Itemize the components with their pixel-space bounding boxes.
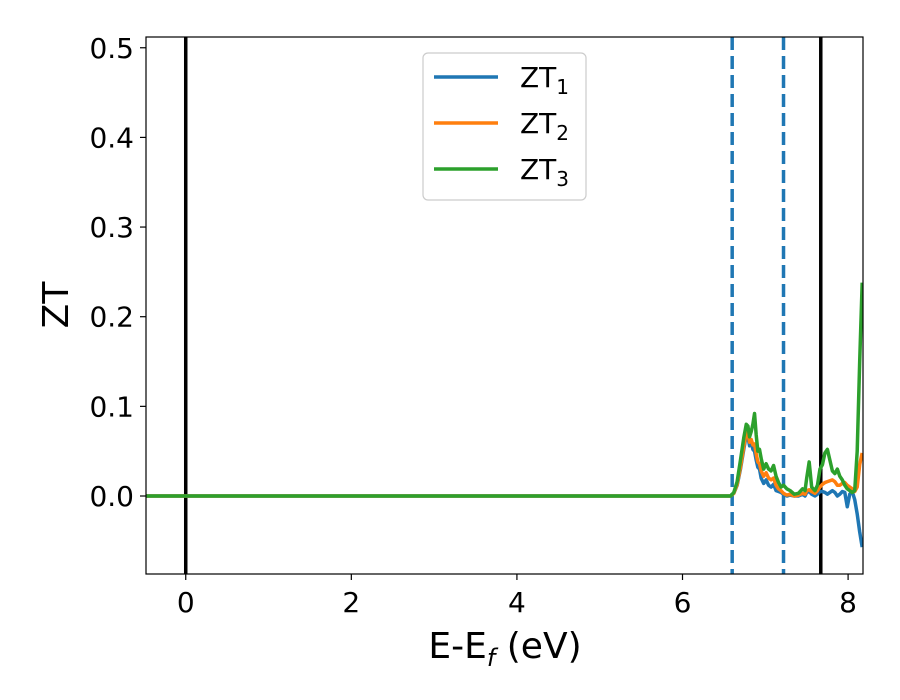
- y-tick-label-5: 0.5: [89, 32, 134, 65]
- series-line-zt3: [146, 282, 863, 498]
- legend-label-0: ZT1: [520, 61, 569, 99]
- x-tick-label-2: 4: [508, 586, 526, 619]
- x-axis-label: E-Ef (eV): [428, 626, 581, 672]
- legend-label-1: ZT2: [520, 107, 569, 145]
- legend-label-sub-1: 2: [556, 121, 569, 145]
- x-axis-label-main: E-E: [428, 626, 486, 667]
- x-tick-label-0: 0: [177, 586, 195, 619]
- legend-label-sub-0: 1: [556, 75, 569, 99]
- plot-frame: [145, 36, 864, 575]
- y-tick-label-0: 0.0: [89, 480, 134, 513]
- legend-label-main-0: ZT: [520, 61, 557, 94]
- y-axis-label: ZT: [36, 281, 77, 329]
- y-tick-label-2: 0.2: [89, 301, 134, 334]
- x-axis-ticks: 0 2 4 6 8: [177, 574, 857, 619]
- x-axis-label-unit: (eV): [495, 626, 581, 667]
- y-axis-ticks: 0.0 0.1 0.2 0.3 0.4 0.5: [89, 32, 146, 513]
- legend-label-main-2: ZT: [520, 153, 557, 186]
- series-layer: [146, 282, 863, 548]
- y-tick-label-4: 0.4: [89, 121, 134, 154]
- series-line-zt2: [146, 429, 863, 498]
- x-tick-label-4: 8: [839, 586, 857, 619]
- legend-label-2: ZT3: [520, 153, 569, 191]
- legend-label-sub-2: 3: [556, 167, 569, 191]
- y-tick-label-1: 0.1: [89, 390, 134, 423]
- legend-frame: [422, 52, 587, 201]
- x-tick-label-1: 2: [342, 586, 360, 619]
- y-tick-label-3: 0.3: [89, 211, 134, 244]
- legend-label-main-1: ZT: [520, 107, 557, 140]
- x-tick-label-3: 6: [674, 586, 692, 619]
